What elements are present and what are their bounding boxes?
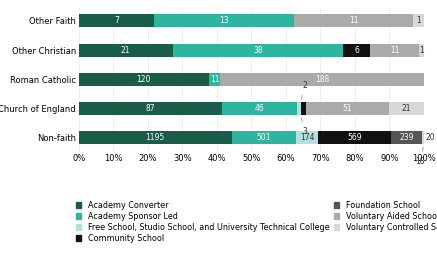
- Bar: [305, 102, 389, 115]
- Text: 51: 51: [343, 104, 352, 113]
- Text: 46: 46: [255, 104, 264, 113]
- Text: 2: 2: [301, 81, 307, 99]
- Text: 11: 11: [210, 75, 219, 84]
- Text: 11: 11: [349, 16, 358, 25]
- Bar: [232, 131, 296, 144]
- Bar: [222, 102, 297, 115]
- Text: 174: 174: [300, 133, 314, 142]
- Bar: [343, 43, 370, 57]
- Bar: [79, 131, 232, 144]
- Bar: [79, 102, 222, 115]
- Bar: [296, 131, 318, 144]
- Text: 6: 6: [354, 46, 359, 55]
- Text: 38: 38: [253, 46, 263, 55]
- Bar: [79, 14, 154, 28]
- Text: 1: 1: [416, 16, 421, 25]
- Text: 11: 11: [390, 46, 399, 55]
- Text: 239: 239: [399, 133, 413, 142]
- Text: 21: 21: [121, 46, 131, 55]
- Bar: [154, 14, 295, 28]
- Text: 569: 569: [347, 133, 362, 142]
- Text: 7: 7: [114, 16, 119, 25]
- Bar: [391, 131, 422, 144]
- Bar: [389, 102, 424, 115]
- Legend: Academy Converter, Academy Sponsor Led, Free School, Studio School, and Universi: Academy Converter, Academy Sponsor Led, …: [76, 200, 437, 243]
- Text: 3: 3: [301, 118, 307, 136]
- Text: 1195: 1195: [146, 133, 165, 142]
- Bar: [220, 73, 424, 86]
- Bar: [173, 43, 343, 57]
- Text: 20: 20: [426, 133, 435, 142]
- Bar: [420, 43, 424, 57]
- Text: 1: 1: [419, 46, 424, 55]
- Bar: [208, 73, 220, 86]
- Bar: [301, 102, 305, 115]
- Bar: [295, 14, 413, 28]
- Text: 120: 120: [136, 75, 151, 84]
- Text: 13: 13: [219, 16, 229, 25]
- Bar: [79, 43, 173, 57]
- Bar: [297, 102, 301, 115]
- Bar: [413, 14, 424, 28]
- Text: 188: 188: [315, 75, 329, 84]
- Text: 87: 87: [146, 104, 155, 113]
- Text: 21: 21: [402, 104, 411, 113]
- Bar: [318, 131, 391, 144]
- Text: 18: 18: [416, 147, 425, 166]
- Bar: [79, 73, 208, 86]
- Bar: [422, 131, 424, 144]
- Bar: [370, 43, 420, 57]
- Text: 501: 501: [257, 133, 271, 142]
